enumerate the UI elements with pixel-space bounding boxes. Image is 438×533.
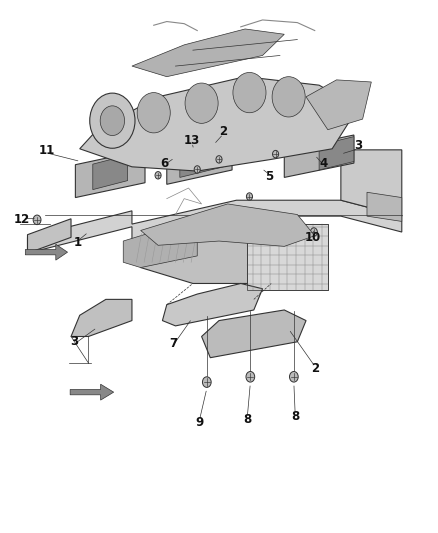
Text: 13: 13 xyxy=(184,134,200,147)
Text: 3: 3 xyxy=(71,335,78,348)
Polygon shape xyxy=(141,204,315,246)
Circle shape xyxy=(246,372,254,382)
Text: 2: 2 xyxy=(311,362,319,375)
Polygon shape xyxy=(180,144,223,177)
Polygon shape xyxy=(306,80,371,130)
Polygon shape xyxy=(93,155,127,190)
Circle shape xyxy=(272,150,279,158)
Text: 9: 9 xyxy=(195,416,204,429)
Circle shape xyxy=(290,372,298,382)
Polygon shape xyxy=(319,136,354,170)
Polygon shape xyxy=(25,244,67,260)
Circle shape xyxy=(33,215,41,224)
Circle shape xyxy=(100,106,124,135)
Text: 4: 4 xyxy=(319,157,328,169)
Circle shape xyxy=(247,193,253,200)
Polygon shape xyxy=(28,219,71,253)
Polygon shape xyxy=(141,225,328,284)
Text: 6: 6 xyxy=(160,157,169,169)
Polygon shape xyxy=(341,150,402,216)
Circle shape xyxy=(90,93,135,148)
Text: 2: 2 xyxy=(219,125,227,138)
Polygon shape xyxy=(80,77,358,171)
Text: 3: 3 xyxy=(354,139,362,152)
Text: 12: 12 xyxy=(14,213,30,227)
Polygon shape xyxy=(201,310,306,358)
Circle shape xyxy=(194,166,200,173)
Circle shape xyxy=(202,377,211,387)
Polygon shape xyxy=(123,230,197,268)
Polygon shape xyxy=(284,135,354,177)
Circle shape xyxy=(311,228,318,236)
Polygon shape xyxy=(70,384,114,400)
Circle shape xyxy=(272,77,305,117)
Polygon shape xyxy=(28,200,402,253)
Polygon shape xyxy=(162,284,262,326)
Polygon shape xyxy=(247,224,328,290)
Text: 10: 10 xyxy=(304,231,321,244)
Circle shape xyxy=(155,172,161,179)
Text: 1: 1 xyxy=(74,236,81,249)
Circle shape xyxy=(137,93,170,133)
Polygon shape xyxy=(71,300,132,336)
Circle shape xyxy=(216,156,222,163)
Polygon shape xyxy=(167,142,232,184)
Polygon shape xyxy=(75,150,145,198)
Text: 7: 7 xyxy=(169,337,177,350)
Bar xyxy=(247,224,328,290)
Text: 8: 8 xyxy=(291,409,299,423)
Polygon shape xyxy=(132,29,284,77)
Polygon shape xyxy=(367,192,402,221)
Circle shape xyxy=(185,83,218,123)
Text: 5: 5 xyxy=(265,170,273,183)
Circle shape xyxy=(233,72,266,113)
Text: 8: 8 xyxy=(243,413,251,426)
Text: 11: 11 xyxy=(39,144,55,157)
